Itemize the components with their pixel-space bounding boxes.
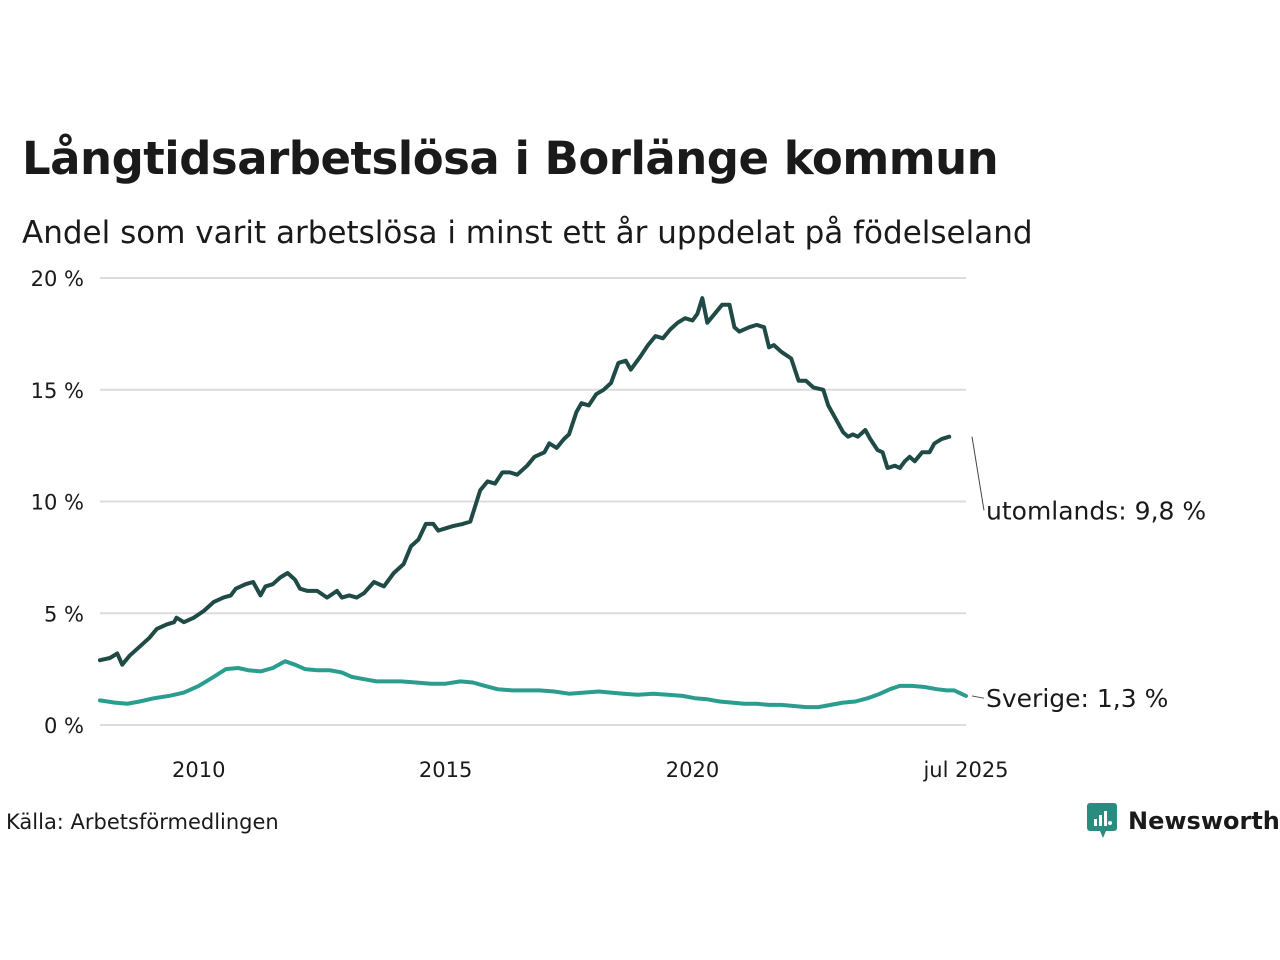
y-tick-label: 15 % (31, 379, 84, 403)
series-end-label-utomlands: utomlands: 9,8 % (986, 496, 1206, 525)
chart-title: Långtidsarbetslösa i Borlänge kommun (22, 132, 999, 185)
y-axis-ticks: 0 % 5 % 10 % 15 % 20 % (31, 267, 84, 738)
x-tick-label: jul 2025 (922, 758, 1008, 782)
x-tick-label: 2015 (419, 758, 472, 782)
source-note: Källa: Arbetsförmedlingen (6, 810, 279, 834)
series-line-sverige (98, 659, 968, 710)
series-end-label-sverige: Sverige: 1,3 % (986, 684, 1168, 713)
x-tick-label: 2020 (666, 758, 719, 782)
y-tick-label: 20 % (31, 267, 84, 291)
brand-logo[interactable]: Newsworthy (1086, 802, 1280, 840)
label-connector (971, 695, 985, 699)
series-lines (98, 296, 968, 710)
newsworthy-logo-icon (1087, 803, 1117, 838)
series-end-labels: utomlands: 9,8 % Sverige: 1,3 % (971, 436, 1206, 713)
brand-name: Newsworthy (1128, 807, 1280, 835)
y-tick-label: 10 % (31, 491, 84, 515)
y-tick-label: 0 % (44, 714, 84, 738)
gridlines (100, 277, 966, 726)
x-tick-label: 2010 (172, 758, 225, 782)
y-tick-label: 5 % (44, 602, 84, 626)
x-axis-ticks: 2010 2015 2020 jul 2025 (172, 758, 1009, 782)
series-line-utomlands (98, 296, 952, 667)
chart-subtitle: Andel som varit arbetslösa i minst ett å… (22, 215, 1033, 251)
label-connector (971, 436, 985, 511)
